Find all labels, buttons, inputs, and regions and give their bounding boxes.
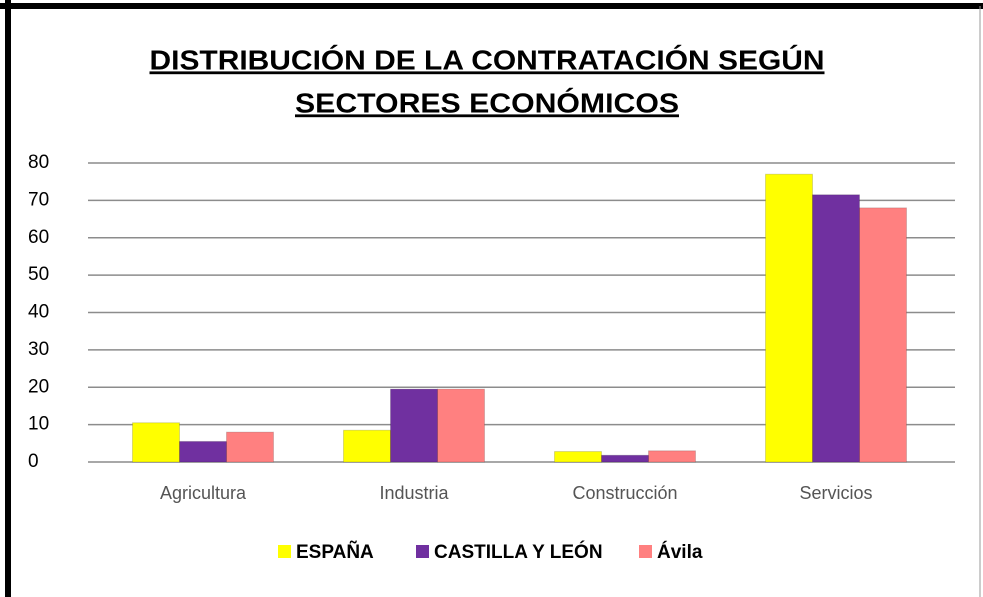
x-tick-label: Construcción bbox=[572, 483, 677, 503]
bar bbox=[437, 388, 485, 463]
x-tick-label: Servicios bbox=[799, 483, 872, 503]
x-tick-label: Industria bbox=[379, 483, 449, 503]
x-tick-label: Agricultura bbox=[160, 483, 247, 503]
legend-label: Ávila bbox=[657, 541, 703, 563]
bar bbox=[648, 450, 696, 463]
bar bbox=[179, 440, 227, 463]
y-tick-label: 10 bbox=[28, 414, 49, 435]
legend-label: CASTILLA Y LEÓN bbox=[434, 541, 603, 563]
y-tick-label: 0 bbox=[28, 451, 39, 472]
legend-label: ESPAÑA bbox=[296, 541, 374, 563]
y-tick-label: 40 bbox=[28, 302, 49, 323]
y-tick-label: 70 bbox=[28, 189, 49, 210]
bar bbox=[226, 431, 274, 463]
legend-swatch bbox=[416, 545, 429, 558]
y-tick-label: 80 bbox=[28, 152, 49, 173]
bar bbox=[601, 454, 649, 463]
chart-title: SECTORES ECONÓMICOS bbox=[295, 87, 679, 118]
bar bbox=[132, 422, 180, 463]
y-tick-label: 30 bbox=[28, 339, 49, 360]
bar bbox=[765, 173, 813, 463]
legend-swatch bbox=[639, 545, 652, 558]
bar bbox=[859, 207, 907, 463]
bar bbox=[343, 429, 391, 463]
y-tick-label: 50 bbox=[28, 264, 49, 285]
bar bbox=[390, 388, 438, 463]
legend-swatch bbox=[278, 545, 291, 558]
y-tick-label: 60 bbox=[28, 227, 49, 248]
chart-title: DISTRIBUCIÓN DE LA CONTRATACIÓN SEGÚN bbox=[150, 44, 825, 75]
bar bbox=[554, 451, 602, 463]
y-tick-label: 20 bbox=[28, 376, 49, 397]
bar bbox=[812, 194, 860, 463]
